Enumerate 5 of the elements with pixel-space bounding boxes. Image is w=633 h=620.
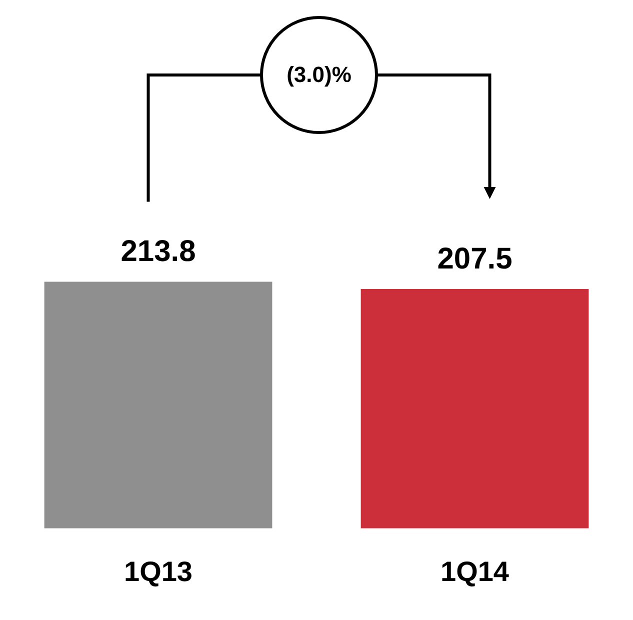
x-tick-label: 1Q13: [124, 556, 192, 587]
text: (3.0)%: [260, 16, 378, 134]
data-label: 213.8: [120, 235, 196, 268]
x-tick-label: 1Q14: [440, 556, 510, 587]
data-label: 207.5: [437, 242, 512, 276]
